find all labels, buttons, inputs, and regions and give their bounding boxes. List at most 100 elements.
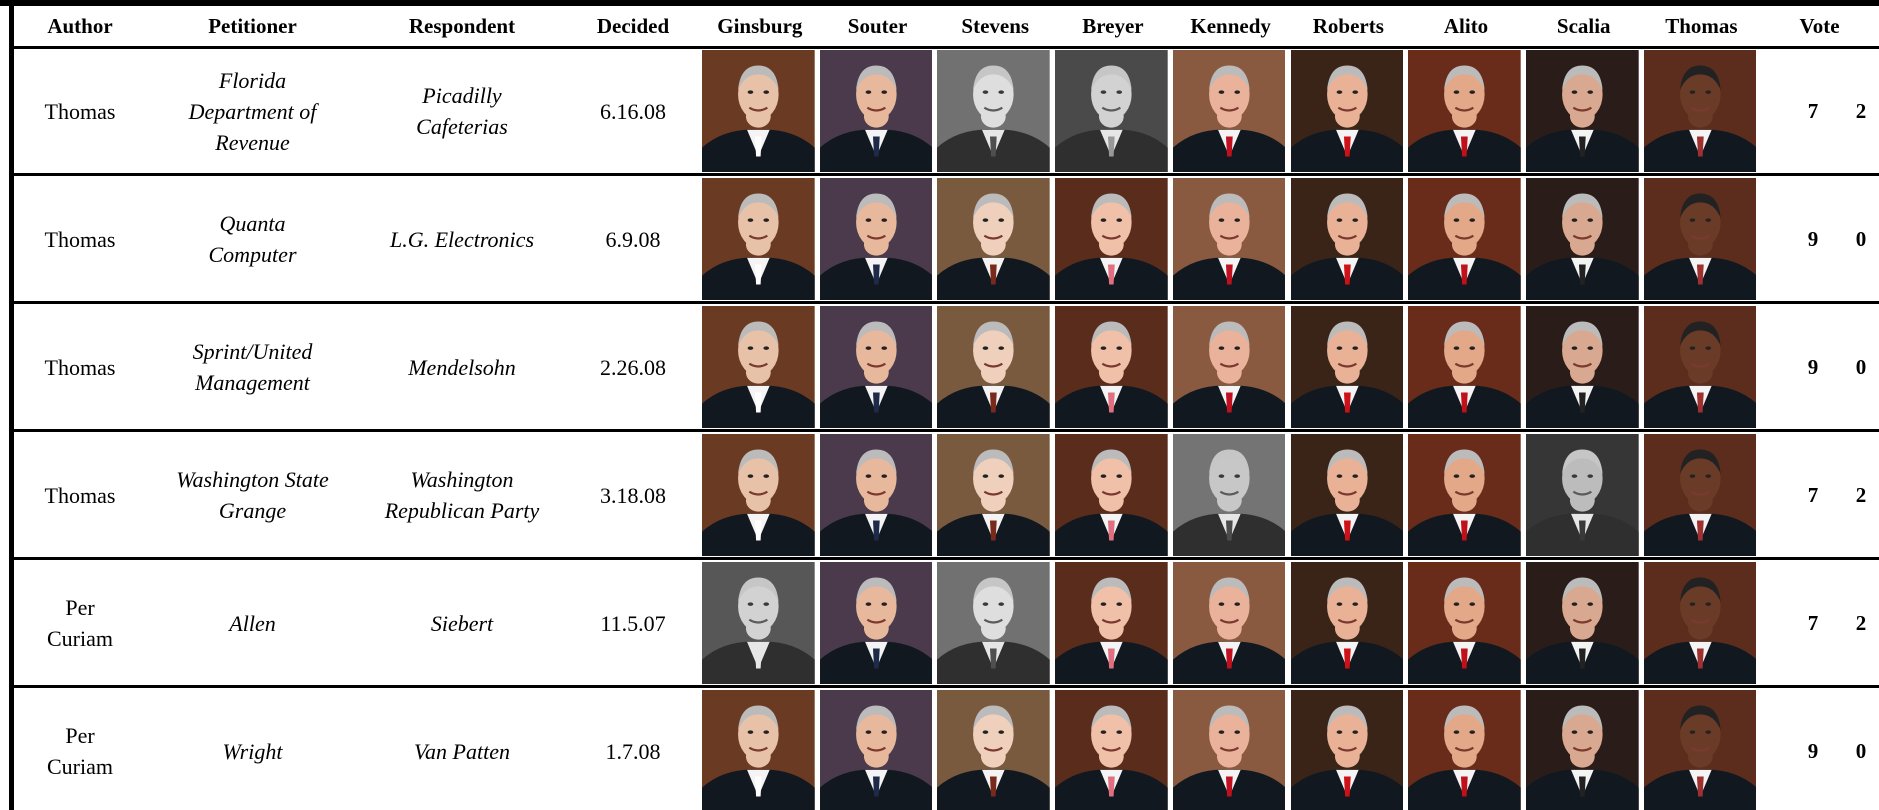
respondent-cell: L.G. Electronics [359,178,565,300]
respondent-cell: Picadilly Cafeterias [359,50,565,172]
vote-count: 7 [1807,482,1819,507]
column-header: Kennedy [1190,13,1271,38]
decided-cell: 1.7.08 [605,738,661,764]
cell-line: Quanta [219,211,286,236]
justice-portrait [702,434,815,556]
petitioner-cell: Washington State Grange [146,434,359,556]
column-header: Petitioner [208,13,297,38]
author-cell: Thomas [14,178,146,300]
cell-line: Curiam [47,626,113,651]
justice-portrait [1525,50,1639,172]
column-header: Scalia [1556,13,1611,38]
justice-portrait [819,434,933,556]
justice-portrait [1172,562,1286,684]
vote-count: 0 [1855,738,1867,763]
row-rule [12,429,1879,432]
justice-portrait [1055,690,1168,810]
cell-line: Sprint/United [192,339,313,364]
column-header: Ginsburg [717,13,803,38]
justice-portrait [1290,178,1404,300]
justice-portrait [819,690,933,810]
justice-portrait [1055,306,1168,428]
column-header: Alito [1443,13,1489,38]
justice-portrait [1408,434,1521,556]
justice-portrait [937,50,1051,172]
justice-portrait [1290,690,1404,810]
justice-portrait [1290,434,1404,556]
justice-portrait [937,434,1051,556]
cell-line: Thomas [44,98,116,124]
justice-portrait [1408,562,1521,684]
cell-line: L.G. Electronics [390,226,534,252]
cell-line: Mendelsohn [408,354,516,380]
justice-portrait [819,306,933,428]
top-border [0,0,1879,6]
justice-portrait [1055,50,1168,172]
cell-line: Per [65,723,95,748]
vote-count: 0 [1855,354,1867,379]
cell-line: Picadilly [422,83,502,108]
decided-cell: 2.26.08 [600,354,666,380]
petitioner-cell: Allen [146,562,359,684]
justice-portrait [1643,178,1757,300]
justice-portrait [1055,178,1168,300]
column-header: Roberts [1312,13,1384,38]
justice-portrait [1525,562,1639,684]
cell-line: Thomas [44,482,116,508]
vote-count: 2 [1855,482,1867,507]
column-header: Author [47,13,113,38]
respondent-cell: Mendelsohn [359,306,565,428]
column-header: Thomas [1665,13,1738,38]
petitioner-cell: Sprint/United Management [146,306,359,428]
justice-portrait [1525,434,1639,556]
cell-line: Per [65,595,95,620]
justice-portrait [702,50,815,172]
petitioner-cell: Florida Department of Revenue [146,50,359,172]
cell-line: Revenue [215,129,290,155]
justice-portrait [1408,178,1521,300]
cell-line: Department of [188,98,317,124]
justice-portrait [702,690,815,810]
cell-line: Computer [208,242,297,267]
vote-count: 9 [1807,738,1819,763]
left-border [9,0,14,810]
justice-portrait [1643,50,1757,172]
vote-count: 2 [1855,98,1867,123]
justice-portrait [819,50,933,172]
justice-portrait [702,562,815,684]
cell-line: Republican Party [384,498,540,523]
row-rule [12,173,1879,176]
column-header: Stevens [961,13,1030,38]
justice-portrait [1172,690,1286,810]
cell-line: Thomas [44,354,116,380]
cell-line: Van Patten [414,738,510,764]
row-rule [12,301,1879,304]
cell-line: Thomas [44,226,116,252]
justice-portrait [937,178,1051,300]
vote-count: 7 [1807,98,1819,123]
header-rule [12,46,1879,49]
cell-line: Cafeterias [416,114,508,139]
justice-portrait [937,306,1051,428]
column-header: Breyer [1082,13,1144,38]
cell-line: Management [195,370,310,395]
column-header: Decided [596,13,670,38]
cell-line: Curiam [47,754,113,779]
justice-portrait [1055,434,1168,556]
column-header: Souter [847,13,908,38]
cell-line: Washington State [176,467,329,492]
justice-portrait [1643,690,1757,810]
author-cell: Per Curiam [14,690,146,810]
justice-portrait [1525,178,1639,300]
vote-count: 9 [1807,226,1819,251]
respondent-cell: Van Patten [359,690,565,810]
cell-line: Washington [410,467,514,492]
justice-portrait [1290,306,1404,428]
justice-portrait [937,690,1051,810]
justice-portrait [1643,562,1757,684]
justice-portrait [1172,306,1286,428]
petitioner-cell: Wright [146,690,359,810]
author-cell: Thomas [14,306,146,428]
petitioner-cell: Quanta Computer [146,178,359,300]
